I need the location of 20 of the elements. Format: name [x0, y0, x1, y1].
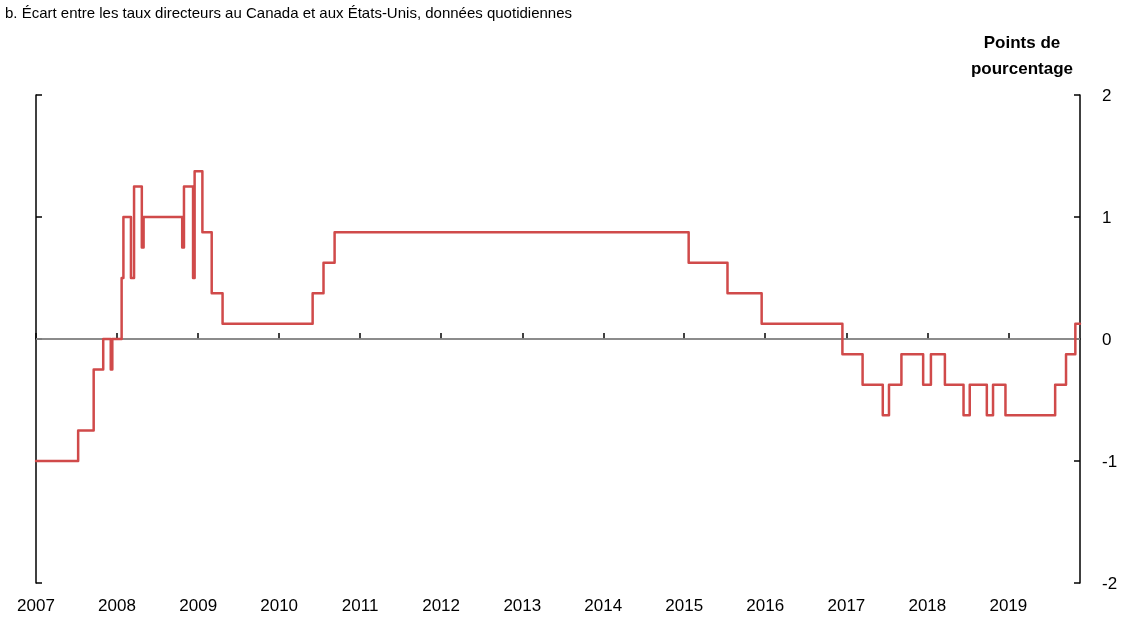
- x-tick-label: 2007: [17, 596, 55, 615]
- chart-title: b. Écart entre les taux directeurs au Canada et aux États-Unis, données quotidiennes: [5, 4, 573, 21]
- x-tick-label: 2011: [341, 596, 379, 615]
- y-tick-label: 1: [1102, 207, 1112, 227]
- x-tick-label: 2017: [827, 596, 866, 615]
- x-tick-label: 2009: [179, 596, 218, 615]
- x-tick-label: 2018: [908, 596, 947, 615]
- x-tick-label: 2019: [989, 596, 1028, 615]
- x-tick-label: 2012: [422, 596, 460, 615]
- x-tick-label: 2015: [665, 596, 704, 615]
- y-tick-label: 2: [1102, 85, 1112, 105]
- y-tick-label: -2: [1102, 573, 1118, 593]
- x-tick-label: 2010: [260, 596, 299, 615]
- y-tick-label: -1: [1102, 451, 1118, 471]
- x-tick-label: 2008: [98, 596, 136, 615]
- x-tick-label: 2016: [746, 596, 785, 615]
- y-tick-label: 0: [1102, 329, 1112, 349]
- y-axis-title: Points de pourcentage: [970, 32, 1073, 78]
- x-tick-label: 2013: [503, 596, 542, 615]
- x-tick-label: 2014: [584, 596, 623, 615]
